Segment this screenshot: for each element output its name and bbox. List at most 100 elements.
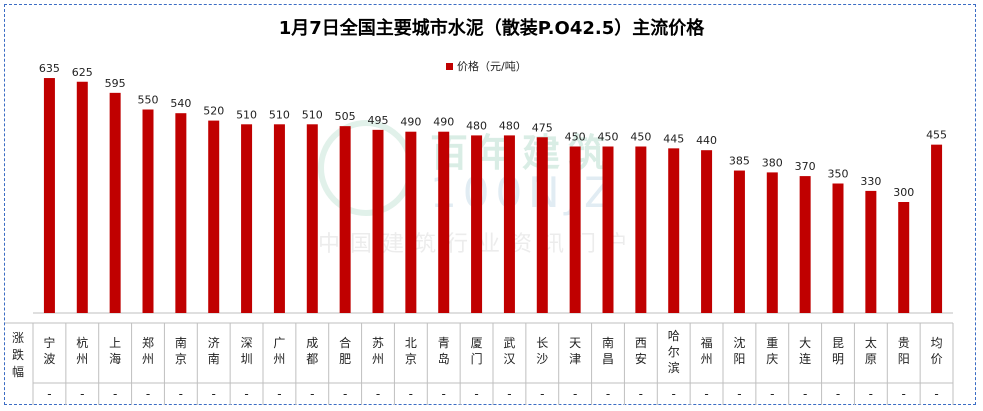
data-label: 490 xyxy=(433,116,454,129)
category-label: 郑州 xyxy=(142,335,154,366)
data-label: 440 xyxy=(696,134,717,147)
legend-label: 价格（元/吨） xyxy=(457,60,527,73)
bar xyxy=(43,78,55,313)
category-label: 均价 xyxy=(931,336,943,366)
bar xyxy=(306,124,318,313)
category-label: 南昌 xyxy=(602,335,614,366)
bar xyxy=(241,124,253,313)
category-label: 天津 xyxy=(569,336,581,366)
data-label: 495 xyxy=(368,114,389,127)
change-value: - xyxy=(902,387,906,401)
change-value: - xyxy=(639,387,643,401)
data-label: 475 xyxy=(532,121,553,134)
bar xyxy=(733,170,745,313)
bar xyxy=(175,113,187,313)
bar xyxy=(76,81,88,313)
bar xyxy=(799,176,811,313)
category-label: 昆明 xyxy=(832,336,844,366)
data-label: 510 xyxy=(269,108,290,121)
change-value: - xyxy=(212,387,216,401)
data-label: 550 xyxy=(138,94,159,107)
category-label: 贵阳 xyxy=(898,336,910,366)
category-label: 北京 xyxy=(405,336,417,366)
bar xyxy=(339,126,351,314)
change-value: - xyxy=(507,387,511,401)
category-label: 合肥 xyxy=(339,335,351,366)
bar xyxy=(931,144,943,313)
bar xyxy=(471,135,483,313)
data-label: 540 xyxy=(170,97,191,110)
category-label: 长沙 xyxy=(536,336,548,366)
change-value: - xyxy=(770,387,774,401)
chart-title: 1月7日全国主要城市水泥（散装P.O42.5）主流价格 xyxy=(278,18,705,39)
data-label: 350 xyxy=(828,168,849,181)
bar xyxy=(536,137,548,313)
data-label: 480 xyxy=(499,119,520,132)
data-label: 595 xyxy=(105,77,126,90)
bar xyxy=(405,131,417,313)
category-label: 福州 xyxy=(701,335,713,366)
change-value: - xyxy=(704,387,708,401)
bar xyxy=(602,146,614,313)
category-label: 哈尔滨 xyxy=(668,329,680,375)
category-label: 西安 xyxy=(635,336,647,366)
change-value: - xyxy=(80,387,84,401)
category-label: 苏州 xyxy=(372,336,384,366)
change-value: - xyxy=(606,387,610,401)
change-value: - xyxy=(409,387,413,401)
bar xyxy=(142,109,154,313)
chart-frame xyxy=(4,4,976,405)
bar xyxy=(635,146,647,313)
data-label: 330 xyxy=(860,175,881,188)
legend: 价格（元/吨） xyxy=(446,58,527,74)
change-value: - xyxy=(573,387,577,401)
data-label: 510 xyxy=(302,108,323,121)
data-label: 480 xyxy=(466,119,487,132)
change-value: - xyxy=(376,387,380,401)
change-value: - xyxy=(474,387,478,401)
bar xyxy=(208,120,220,313)
change-value: - xyxy=(540,387,544,401)
category-label: 青岛 xyxy=(438,336,450,366)
data-label: 385 xyxy=(729,155,750,168)
bar xyxy=(766,172,778,313)
data-label: 505 xyxy=(335,110,356,123)
bar xyxy=(668,148,680,313)
change-value: - xyxy=(737,387,741,401)
bar xyxy=(832,183,844,313)
change-value: - xyxy=(47,387,51,401)
category-label: 南京 xyxy=(175,335,187,366)
data-label: 450 xyxy=(565,131,586,144)
change-value: - xyxy=(113,387,117,401)
category-label: 杭州 xyxy=(76,335,88,366)
data-label: 450 xyxy=(598,131,619,144)
change-value: - xyxy=(803,387,807,401)
change-value: - xyxy=(146,387,150,401)
bar xyxy=(438,131,450,313)
bar xyxy=(273,124,285,313)
category-label: 大连 xyxy=(799,336,811,366)
table-row-label: 涨跌幅 xyxy=(12,330,24,379)
data-label: 455 xyxy=(926,129,947,142)
data-label: 300 xyxy=(893,186,914,199)
category-label: 武汉 xyxy=(503,336,515,366)
data-label: 450 xyxy=(630,131,651,144)
bar xyxy=(701,150,713,313)
change-value: - xyxy=(836,387,840,401)
category-label: 重庆 xyxy=(766,336,778,366)
change-value: - xyxy=(310,387,314,401)
change-value: - xyxy=(277,387,281,401)
change-value: - xyxy=(442,387,446,401)
bar xyxy=(569,146,581,313)
change-value: - xyxy=(869,387,873,401)
change-value: - xyxy=(934,387,938,401)
change-value: - xyxy=(179,387,183,401)
data-label: 510 xyxy=(236,108,257,121)
data-label: 445 xyxy=(663,132,684,145)
bar xyxy=(372,129,384,313)
change-value: - xyxy=(672,387,676,401)
bar xyxy=(109,92,121,313)
category-label: 上海 xyxy=(109,336,121,366)
change-value: - xyxy=(343,387,347,401)
